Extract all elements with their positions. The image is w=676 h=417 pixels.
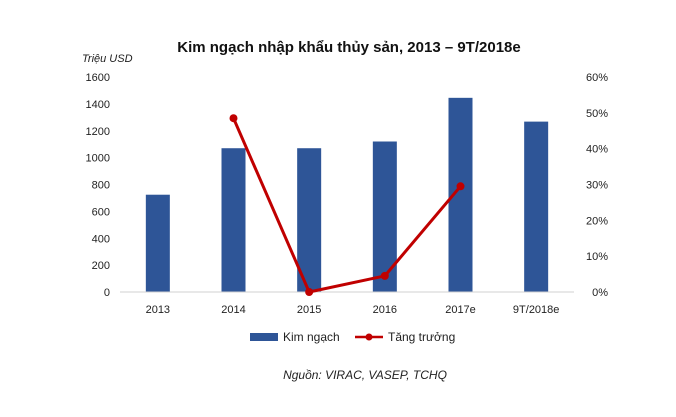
right-tick-label: 0% [592, 287, 608, 299]
bar-series [145, 97, 549, 292]
y-axis-unit-label: Triệu USD [82, 53, 133, 65]
chart-title: Kim ngạch nhập khẩu thủy sản, 2013 – 9T/… [177, 39, 520, 56]
left-tick-label: 1200 [86, 126, 110, 138]
left-tick-label: 1400 [86, 99, 110, 111]
left-tick-label: 1000 [86, 153, 110, 165]
legend-label-line: Tăng trưởng [388, 330, 455, 344]
left-tick-label: 200 [92, 260, 110, 272]
x-tick-label: 9T/2018e [513, 304, 559, 316]
x-axis-ticks: 2013 2014 2015 2016 2017e 9T/2018e [146, 304, 560, 316]
growth-point [229, 114, 238, 123]
legend-label-bar: Kim ngạch [283, 330, 340, 344]
growth-point [380, 271, 389, 280]
x-tick-label: 2015 [297, 304, 321, 316]
growth-line [232, 117, 462, 294]
left-tick-label: 400 [92, 233, 110, 245]
line-series [229, 114, 465, 296]
legend: Kim ngạch Tăng trưởng [250, 330, 455, 344]
x-tick-label: 2017e [445, 304, 476, 316]
bar [221, 148, 246, 292]
left-tick-label: 800 [92, 180, 110, 192]
legend-swatch-bar [250, 333, 278, 341]
bar [297, 148, 322, 292]
growth-point [305, 288, 314, 296]
legend-swatch-marker [365, 333, 373, 341]
right-tick-label: 50% [586, 108, 608, 120]
source-note: Nguồn: VIRAC, VASEP, TCHQ [283, 368, 447, 382]
right-tick-label: 10% [586, 251, 608, 263]
bar [145, 194, 170, 292]
x-tick-label: 2016 [373, 304, 397, 316]
growth-point [456, 182, 465, 191]
right-tick-label: 20% [586, 215, 608, 227]
right-tick-label: 60% [586, 72, 608, 84]
right-axis-ticks: 60% 50% 40% 30% 20% 10% 0% [586, 72, 608, 299]
x-tick-label: 2013 [146, 304, 170, 316]
left-tick-label: 1600 [86, 72, 110, 84]
x-tick-label: 2014 [221, 304, 245, 316]
right-tick-label: 40% [586, 144, 608, 156]
right-tick-label: 30% [586, 180, 608, 192]
left-axis-ticks: 1600 1400 1200 1000 800 600 400 200 0 [86, 72, 110, 299]
bar [524, 121, 549, 292]
bar [372, 141, 397, 292]
left-tick-label: 0 [104, 287, 110, 299]
left-tick-label: 600 [92, 206, 110, 218]
